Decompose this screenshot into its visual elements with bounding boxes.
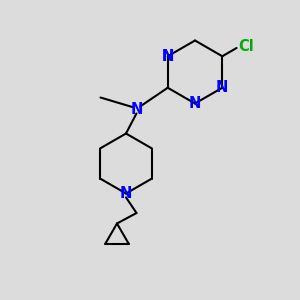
Text: N: N [161,49,174,64]
Text: N: N [216,80,229,95]
Text: Cl: Cl [238,39,254,54]
Text: N: N [130,102,143,117]
Text: N: N [120,186,132,201]
Text: N: N [161,49,174,64]
Text: N: N [189,96,201,111]
